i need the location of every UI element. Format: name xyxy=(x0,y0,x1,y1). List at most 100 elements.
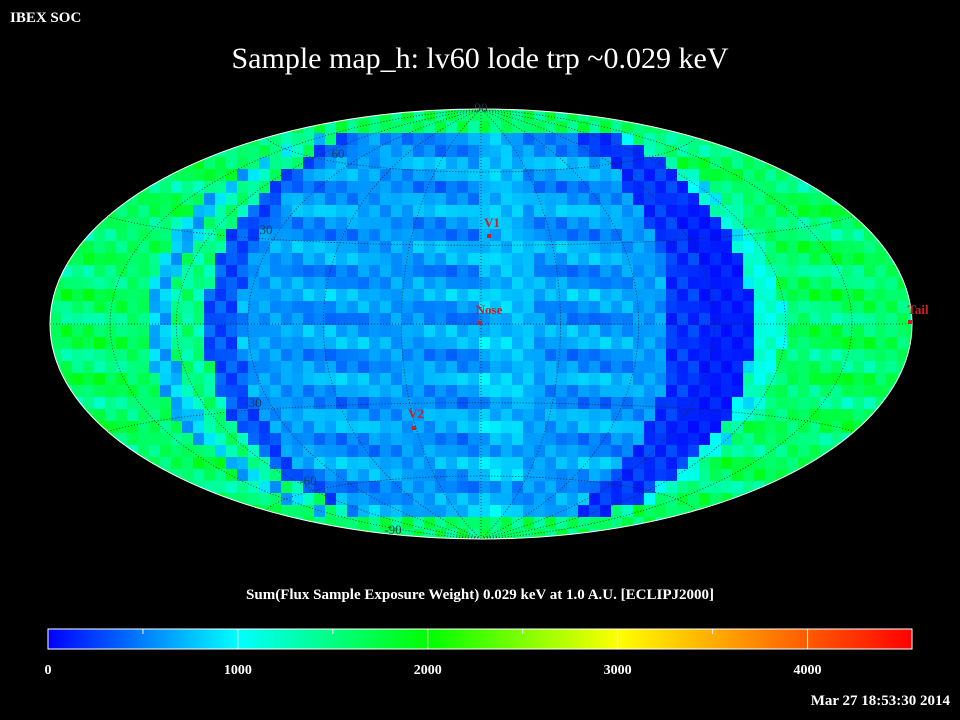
flux-cell xyxy=(787,397,799,410)
flux-cell xyxy=(809,349,821,362)
flux-cell xyxy=(589,265,601,278)
flux-cell xyxy=(501,109,513,122)
flux-cell xyxy=(864,349,876,362)
flux-cell xyxy=(798,289,810,302)
flux-cell xyxy=(149,385,161,398)
flux-cell xyxy=(270,409,282,422)
flux-cell xyxy=(754,445,766,458)
flux-cell xyxy=(688,145,700,158)
flux-cell xyxy=(787,433,799,446)
flux-cell xyxy=(446,337,458,350)
flux-cell xyxy=(149,397,161,410)
flux-cell xyxy=(391,277,403,290)
flux-cell xyxy=(237,385,249,398)
flux-cell xyxy=(105,265,117,278)
flux-cell xyxy=(875,289,887,302)
flux-cell xyxy=(490,481,502,494)
flux-cell xyxy=(633,157,645,170)
flux-cell xyxy=(325,337,337,350)
flux-cell xyxy=(600,121,612,134)
flux-cell xyxy=(754,301,766,314)
flux-cell xyxy=(633,181,645,194)
flux-cell xyxy=(809,409,821,422)
flux-cell xyxy=(655,397,667,410)
flux-cell xyxy=(677,169,689,182)
flux-cell xyxy=(193,313,205,326)
flux-cell xyxy=(677,361,689,374)
flux-cell xyxy=(391,385,403,398)
flux-cell xyxy=(809,265,821,278)
flux-cell xyxy=(534,325,546,338)
flux-cell xyxy=(413,325,425,338)
flux-cell xyxy=(666,145,678,158)
flux-cell xyxy=(754,229,766,242)
flux-cell xyxy=(369,241,381,254)
flux-cell xyxy=(138,337,150,350)
flux-cell xyxy=(633,409,645,422)
flux-cell xyxy=(116,205,128,218)
flux-cell xyxy=(215,325,227,338)
flux-cell xyxy=(556,493,568,506)
flux-cell xyxy=(204,481,216,494)
flux-cell xyxy=(325,205,337,218)
flux-cell xyxy=(413,313,425,326)
flux-cell xyxy=(336,205,348,218)
flux-cell xyxy=(710,469,722,482)
flux-cell xyxy=(754,397,766,410)
flux-cell xyxy=(413,229,425,242)
flux-cell xyxy=(611,205,623,218)
flux-cell xyxy=(347,229,359,242)
flux-cell xyxy=(248,217,260,230)
flux-cell xyxy=(677,469,689,482)
flux-cell xyxy=(446,349,458,362)
flux-cell xyxy=(798,457,810,470)
flux-cell xyxy=(600,433,612,446)
flux-cell xyxy=(402,313,414,326)
flux-cell xyxy=(776,409,788,422)
flux-cell xyxy=(259,133,271,146)
flux-cell xyxy=(182,469,194,482)
flux-cell xyxy=(523,457,535,470)
flux-cell xyxy=(589,289,601,302)
flux-cell xyxy=(248,409,260,422)
flux-cell xyxy=(182,301,194,314)
flux-cell xyxy=(798,217,810,230)
flux-cell xyxy=(523,205,535,218)
flux-cell xyxy=(325,361,337,374)
flux-cell xyxy=(644,385,656,398)
flux-cell xyxy=(567,445,579,458)
flux-cell xyxy=(325,397,337,410)
flux-cell xyxy=(160,313,172,326)
flux-cell xyxy=(655,301,667,314)
flux-cell xyxy=(281,313,293,326)
flux-cell xyxy=(248,169,260,182)
flux-cell xyxy=(468,469,480,482)
flux-cell xyxy=(380,169,392,182)
flux-cell xyxy=(721,433,733,446)
flux-cell xyxy=(424,421,436,434)
flux-cell xyxy=(237,301,249,314)
flux-cell xyxy=(666,421,678,434)
flux-cell xyxy=(402,361,414,374)
flux-cell xyxy=(655,469,667,482)
flux-cell xyxy=(413,181,425,194)
flux-cell xyxy=(402,397,414,410)
flux-cell xyxy=(622,397,634,410)
flux-cell xyxy=(281,253,293,266)
flux-cell xyxy=(600,325,612,338)
flux-cell xyxy=(677,409,689,422)
flux-cell xyxy=(446,253,458,266)
flux-cell xyxy=(347,373,359,386)
flux-cell xyxy=(446,433,458,446)
flux-cell xyxy=(314,253,326,266)
flux-cell xyxy=(94,277,106,290)
flux-cell xyxy=(215,181,227,194)
flux-cell xyxy=(622,445,634,458)
flux-cell xyxy=(193,457,205,470)
flux-cell xyxy=(842,265,854,278)
flux-cell xyxy=(94,337,106,350)
flux-cell xyxy=(105,373,117,386)
flux-cell xyxy=(567,457,579,470)
flux-cell xyxy=(545,229,557,242)
